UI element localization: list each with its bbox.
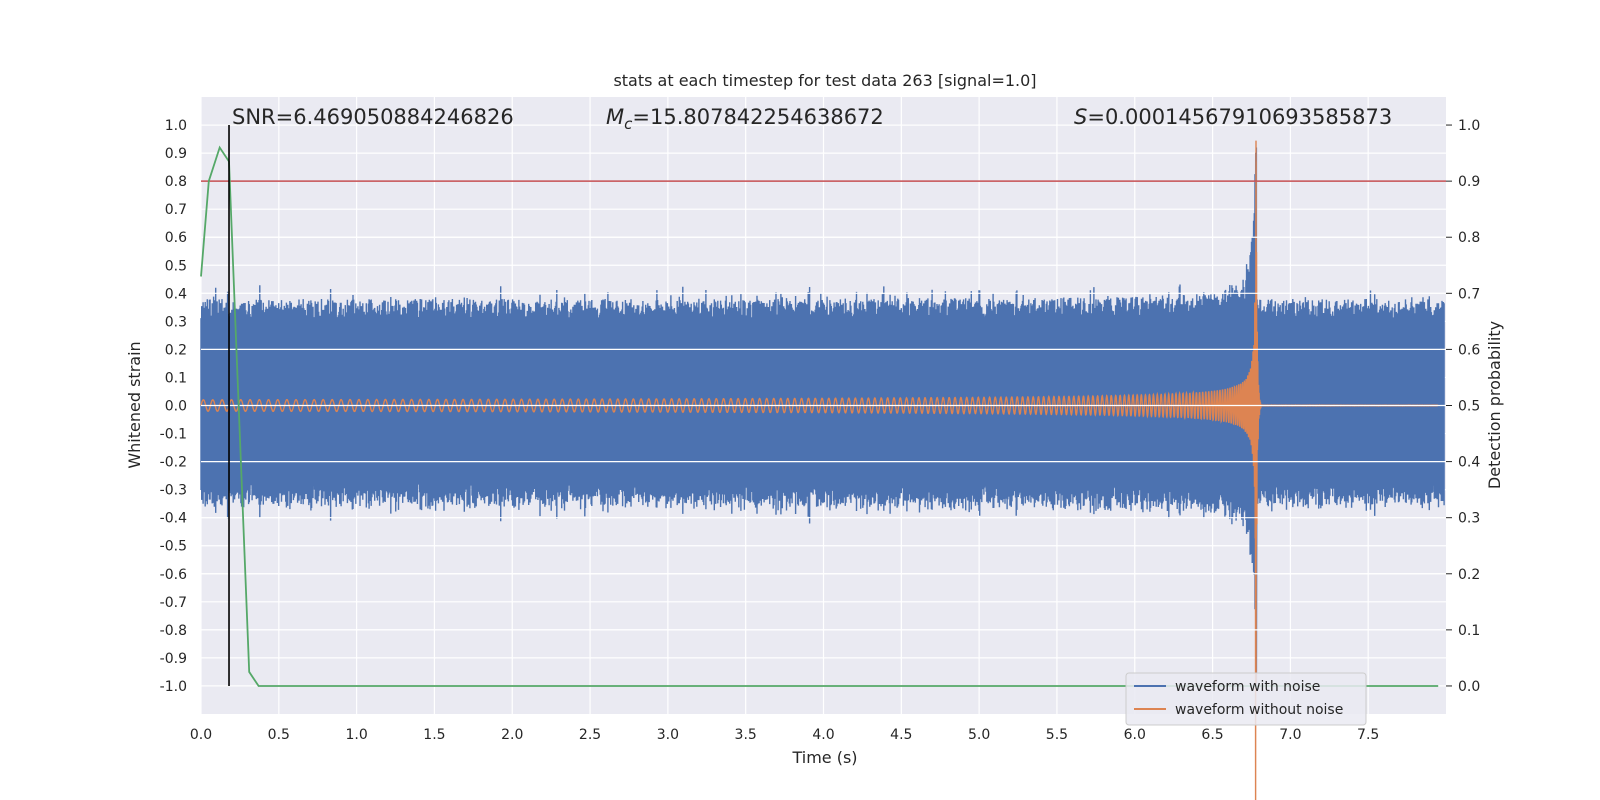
y-tick-label: -0.1 <box>160 427 187 443</box>
x-tick-label: 0.0 <box>190 727 212 743</box>
y2-tick-label: 0.3 <box>1458 511 1480 527</box>
y-tick-label: 0.6 <box>165 230 187 246</box>
s-value: =0.00014567910693585873 <box>1087 105 1392 129</box>
chirp-mass-symbol: M <box>606 105 624 129</box>
x-tick-label: 3.5 <box>735 727 757 743</box>
legend-box <box>1125 672 1367 726</box>
y-tick-label: -0.4 <box>160 511 187 527</box>
chirp-mass-value: =15.807842254638672 <box>632 105 883 129</box>
x-tick-label: 1.0 <box>345 727 367 743</box>
y-tick-label: 0.5 <box>165 258 187 274</box>
y2-tick-label: 0.1 <box>1458 623 1480 639</box>
y2-tick-label: 0.7 <box>1458 286 1480 302</box>
y2-tick-label: 1.0 <box>1458 118 1480 134</box>
x-tick-label: 2.5 <box>579 727 601 743</box>
x-tick-label: 7.5 <box>1357 727 1379 743</box>
x-tick-label: 6.5 <box>1201 727 1223 743</box>
y-tick-label: 0.7 <box>165 202 187 218</box>
x-tick-label: 4.0 <box>812 727 834 743</box>
x-tick-label: 6.0 <box>1124 727 1146 743</box>
y2-tick-label: 0.4 <box>1458 455 1480 471</box>
y2-tick-label: 0.9 <box>1458 174 1480 190</box>
y2-tick-label: 0.8 <box>1458 230 1480 246</box>
x-tick-label: 5.0 <box>968 727 990 743</box>
y-tick-label: -0.5 <box>160 539 187 555</box>
s-annotation: S=0.00014567910693585873 <box>1074 105 1392 129</box>
y-tick-label: 0.9 <box>165 146 187 162</box>
y-tick-label: 0.4 <box>165 286 187 302</box>
y-tick-label: 0.3 <box>165 314 187 330</box>
legend-label-without-noise: waveform without noise <box>1175 702 1343 718</box>
x-axis-label: Time (s) <box>791 748 857 767</box>
y2-tick-label: 0.5 <box>1458 399 1480 415</box>
y-axis-label: Whitened strain <box>125 341 144 468</box>
x-tick-label: 2.0 <box>501 727 523 743</box>
y-tick-label: -0.3 <box>160 483 187 499</box>
y-tick-label: -0.2 <box>160 455 187 471</box>
y-tick-label: -1.0 <box>160 679 187 695</box>
legend: waveform with noise waveform without noi… <box>1125 672 1367 726</box>
series-layer <box>200 124 1446 800</box>
chart-title: stats at each timestep for test data 263… <box>613 71 1036 90</box>
x-tick-label: 3.0 <box>657 727 679 743</box>
axes-layer: 0.0 0.5 1.0 1.5 2.0 2.5 3.0 3.5 4.0 4.5 5.0 5.5 6.0 6… <box>160 118 1481 743</box>
y-tick-label: 0.1 <box>165 370 187 386</box>
chirp-mass-subscript: c <box>624 115 633 133</box>
y2-axis-label: Detection probability <box>1485 321 1504 489</box>
x-tick-label: 5.5 <box>1046 727 1068 743</box>
snr-annotation: SNR=6.469050884246826 <box>232 105 514 129</box>
x-tick-label: 0.5 <box>268 727 290 743</box>
x-tick-label: 4.5 <box>890 727 912 743</box>
waveform-without-noise-line <box>200 140 1439 800</box>
x-tick-label: 7.0 <box>1279 727 1301 743</box>
y2-tick-label: 0.2 <box>1458 567 1480 583</box>
y2-tick-label: 0.6 <box>1458 342 1480 358</box>
legend-label-with-noise: waveform with noise <box>1175 679 1320 695</box>
s-symbol: S <box>1074 105 1087 129</box>
y-tick-label: -0.8 <box>160 623 187 639</box>
y-tick-label: 1.0 <box>165 118 187 134</box>
waveform-with-noise-line <box>200 147 1445 687</box>
y-tick-label: -0.6 <box>160 567 187 583</box>
y-tick-label: -0.9 <box>160 651 187 667</box>
y-tick-label: 0.2 <box>165 342 187 358</box>
chirp-mass-annotation: Mc=15.807842254638672 <box>606 105 884 133</box>
y-tick-label: -0.7 <box>160 595 187 611</box>
y-tick-label: 0.8 <box>165 174 187 190</box>
y2-tick-label: 0.0 <box>1458 679 1480 695</box>
y-tick-label: 0.0 <box>165 399 187 415</box>
x-tick-label: 1.5 <box>423 727 445 743</box>
